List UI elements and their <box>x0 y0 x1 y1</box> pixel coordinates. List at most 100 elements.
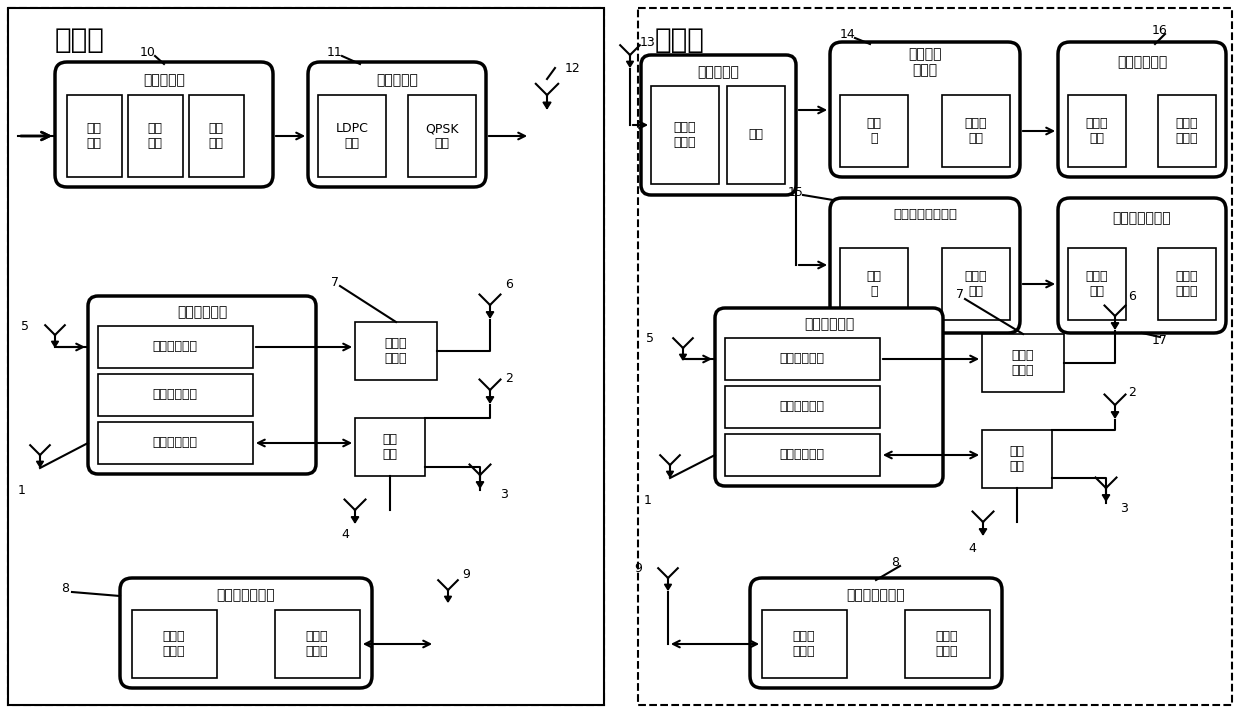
Text: 7: 7 <box>331 275 339 289</box>
Text: 中继收发通道: 中继收发通道 <box>153 341 197 354</box>
Bar <box>7 8 604 705</box>
Polygon shape <box>1102 495 1110 501</box>
Text: QPSK
调制: QPSK 调制 <box>425 122 459 150</box>
Text: 2: 2 <box>1128 386 1136 399</box>
Bar <box>131 610 217 678</box>
Text: 压缩
模块: 压缩 模块 <box>87 122 102 150</box>
Text: 点波束
天线: 点波束 天线 <box>1086 117 1109 145</box>
Text: 中继收发通道: 中继收发通道 <box>780 352 825 366</box>
Text: 固存
模块: 固存 模块 <box>148 122 162 150</box>
FancyBboxPatch shape <box>715 308 942 486</box>
Bar <box>942 248 1011 320</box>
Bar <box>355 322 436 380</box>
Bar <box>355 418 425 476</box>
Text: 编码调制器: 编码调制器 <box>376 73 418 87</box>
Polygon shape <box>351 517 358 523</box>
Bar <box>1158 95 1216 167</box>
Text: 对中继透明转发器: 对中继透明转发器 <box>893 208 957 222</box>
Bar <box>98 326 253 368</box>
FancyBboxPatch shape <box>830 198 1021 333</box>
Text: 处理
模块: 处理 模块 <box>208 122 223 150</box>
Text: 平台舱: 平台舱 <box>655 26 704 54</box>
Bar <box>982 430 1052 488</box>
Bar <box>763 610 847 678</box>
Bar <box>725 386 880 428</box>
Text: 点波束
天线: 点波束 天线 <box>1086 270 1109 298</box>
Text: 数据处理器: 数据处理器 <box>143 73 185 87</box>
Bar <box>275 610 360 678</box>
FancyBboxPatch shape <box>88 296 316 474</box>
Polygon shape <box>1111 323 1118 329</box>
FancyBboxPatch shape <box>641 55 796 195</box>
Text: 9: 9 <box>634 562 642 575</box>
Text: LDPC
编码: LDPC 编码 <box>336 122 368 150</box>
Text: 6: 6 <box>505 279 513 292</box>
Polygon shape <box>52 342 58 347</box>
FancyBboxPatch shape <box>1058 198 1226 333</box>
Polygon shape <box>36 461 43 467</box>
Text: 数字基
带模块: 数字基 带模块 <box>792 630 815 658</box>
Polygon shape <box>543 102 551 108</box>
Text: 一体化应答机: 一体化应答机 <box>177 305 227 319</box>
Text: 10: 10 <box>140 46 156 58</box>
Polygon shape <box>667 471 673 477</box>
Bar <box>188 95 244 177</box>
Text: 1: 1 <box>19 483 26 496</box>
Text: 14: 14 <box>841 28 856 41</box>
Polygon shape <box>486 396 494 403</box>
Polygon shape <box>680 354 687 360</box>
Bar <box>639 8 1233 705</box>
Bar <box>942 95 1011 167</box>
Text: 低噪声
放大器: 低噪声 放大器 <box>673 121 696 149</box>
Text: 开关: 开关 <box>749 128 764 141</box>
Bar <box>839 95 908 167</box>
Text: 数字基带模块: 数字基带模块 <box>153 389 197 401</box>
Text: 载荷舱: 载荷舱 <box>55 26 105 54</box>
Bar <box>1068 95 1126 167</box>
Bar <box>98 422 253 464</box>
Text: 4: 4 <box>341 528 348 541</box>
Text: 15: 15 <box>789 185 804 198</box>
FancyBboxPatch shape <box>120 578 372 688</box>
FancyBboxPatch shape <box>55 62 273 187</box>
Text: 11: 11 <box>327 46 343 58</box>
Bar <box>1068 248 1126 320</box>
Bar <box>651 86 719 184</box>
Text: 9: 9 <box>463 568 470 580</box>
Text: 5: 5 <box>646 332 653 344</box>
Bar <box>67 95 122 177</box>
Text: 对中继数传天线: 对中继数传天线 <box>1112 211 1172 225</box>
Text: 星间通信应答机: 星间通信应答机 <box>217 588 275 602</box>
Polygon shape <box>1111 411 1118 418</box>
Text: 数字基带模块: 数字基带模块 <box>780 401 825 414</box>
Text: 功率放
大器: 功率放 大器 <box>965 117 987 145</box>
Text: 16: 16 <box>1152 24 1168 36</box>
Text: 射频通
道模块: 射频通 道模块 <box>306 630 329 658</box>
Polygon shape <box>444 596 451 602</box>
Bar <box>317 95 386 177</box>
Bar <box>727 86 785 184</box>
Text: 7: 7 <box>956 289 963 302</box>
FancyBboxPatch shape <box>830 42 1021 177</box>
Text: 1: 1 <box>644 493 652 506</box>
Bar <box>839 248 908 320</box>
Text: 天线
网络: 天线 网络 <box>1009 445 1024 473</box>
Polygon shape <box>476 482 484 488</box>
Polygon shape <box>626 61 634 67</box>
Text: 中继测
控固放: 中继测 控固放 <box>384 337 407 365</box>
Polygon shape <box>486 312 494 318</box>
FancyBboxPatch shape <box>750 578 1002 688</box>
Bar <box>725 338 880 380</box>
FancyBboxPatch shape <box>308 62 486 187</box>
Text: 星间通信应答机: 星间通信应答机 <box>847 588 905 602</box>
Text: 2: 2 <box>505 371 513 384</box>
Polygon shape <box>980 529 987 535</box>
Text: 天线
网络: 天线 网络 <box>382 433 398 461</box>
FancyBboxPatch shape <box>1058 42 1226 177</box>
Text: 3: 3 <box>500 488 508 501</box>
Text: 数字基
带模块: 数字基 带模块 <box>162 630 185 658</box>
Text: 变频
器: 变频 器 <box>867 270 882 298</box>
Text: 对地数传天线: 对地数传天线 <box>1117 55 1167 69</box>
Text: 中继测
控固放: 中继测 控固放 <box>1012 349 1034 377</box>
Text: 6: 6 <box>1128 289 1136 302</box>
